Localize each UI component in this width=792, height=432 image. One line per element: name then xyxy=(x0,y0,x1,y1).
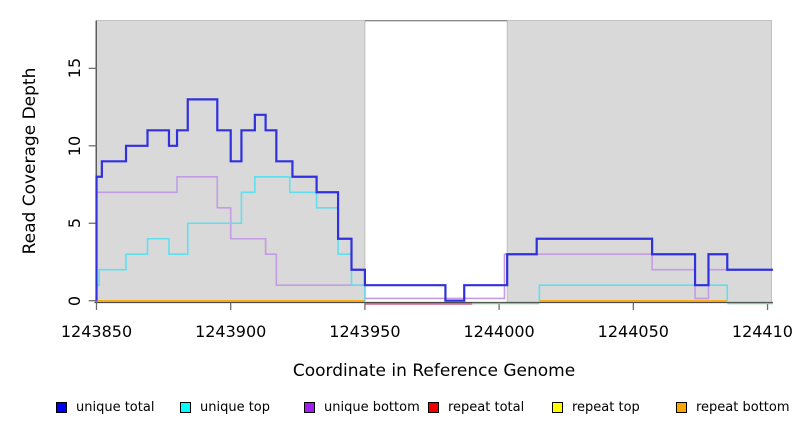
legend-item: unique top xyxy=(180,399,270,415)
y-tick-label: 0 xyxy=(64,295,84,306)
x-tick-label: 1244050 xyxy=(597,322,669,341)
legend-swatch xyxy=(56,401,67,413)
x-tick-label: 1244100 xyxy=(731,322,792,341)
legend-label: unique total xyxy=(76,399,155,415)
legend-item: repeat total xyxy=(428,399,524,415)
legend-swatch xyxy=(676,401,687,413)
legend-item: unique total xyxy=(56,399,154,415)
legend-swatch xyxy=(428,401,439,413)
x-tick-label: 1244000 xyxy=(463,322,535,341)
legend-label: unique top xyxy=(200,399,271,415)
x-tick-label: 1243850 xyxy=(60,322,133,341)
y-tick-label: 15 xyxy=(64,58,84,79)
x-tick-label: 1243950 xyxy=(329,322,401,341)
y-tick-label: 10 xyxy=(64,135,84,156)
legend-label: repeat bottom xyxy=(696,399,790,415)
legend: unique total unique top unique bottom re… xyxy=(0,399,792,417)
legend-swatch xyxy=(552,401,563,413)
legend-swatch xyxy=(304,401,315,413)
y-axis-title: Read Coverage Depth xyxy=(20,67,40,255)
legend-item: repeat top xyxy=(552,399,640,415)
legend-label: repeat total xyxy=(448,399,525,415)
legend-label: unique bottom xyxy=(324,399,420,415)
y-tick-label: 5 xyxy=(64,218,84,229)
legend-swatch xyxy=(180,401,191,413)
legend-label: repeat top xyxy=(572,399,640,415)
x-tick-label: 1243900 xyxy=(195,322,267,341)
x-axis-title: Coordinate in Reference Genome xyxy=(292,361,576,381)
legend-item: repeat bottom xyxy=(676,399,790,415)
legend-item: unique bottom xyxy=(304,399,420,415)
